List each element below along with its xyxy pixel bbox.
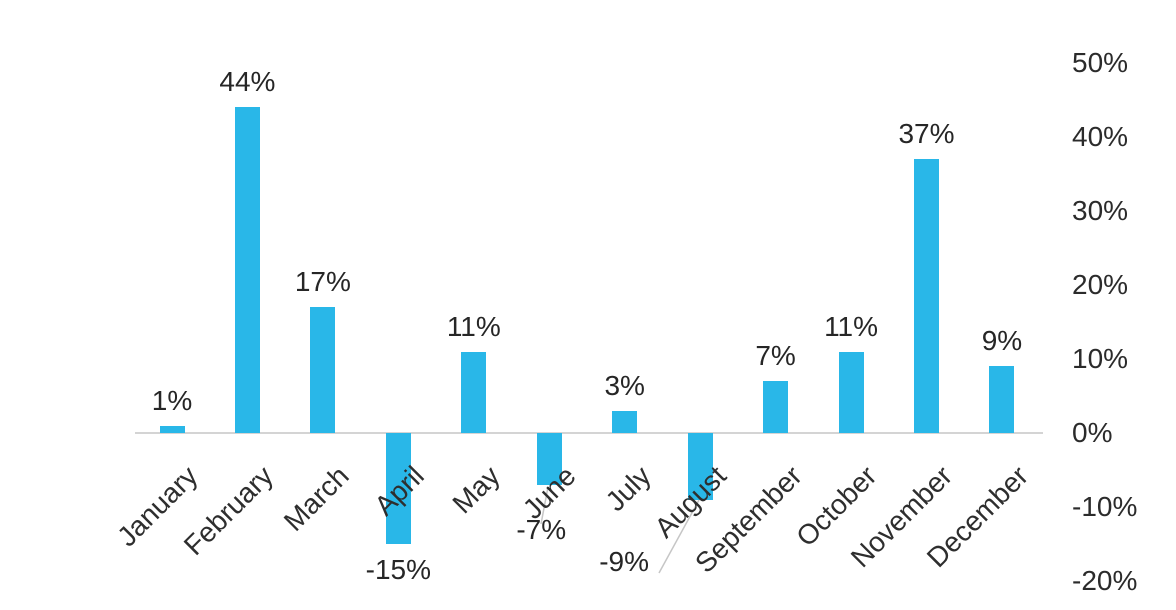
value-label-march: 17% [294,266,351,298]
x-axis-line [135,432,1043,434]
x-tick-may: May [446,460,506,520]
y-tick-40: 40% [1072,121,1129,152]
bar-february [234,107,260,433]
value-label-september: 7% [755,340,796,372]
value-label-october: 11% [824,310,879,342]
bar-january [159,425,185,433]
x-tick-march: March [277,460,355,537]
bar-november [914,159,939,433]
y-tick-30: 30% [1072,195,1129,226]
y-tick-neg10: -10% [1072,491,1138,522]
y-tick-20: 20% [1072,269,1129,300]
value-label-april: -15% [365,554,432,585]
value-label-february: 44% [219,66,276,98]
y-tick-50: 50% [1072,47,1129,78]
value-label-june: -7% [516,513,567,545]
bar-march [310,307,336,433]
bar-april [385,433,411,544]
y-tick-neg20: -20% [1072,565,1138,596]
x-tick-april: April [368,460,431,522]
value-label-july: 3% [604,369,645,401]
y-tick-10: 10% [1072,343,1129,374]
x-tick-july: July [599,460,657,518]
bar-august [687,433,713,500]
bar-october [838,351,864,433]
bar-december [989,366,1015,433]
value-label-august: -9% [599,545,650,577]
value-label-december: 9% [981,325,1023,357]
value-label-may: 11% [446,310,501,342]
bar-june [536,433,562,485]
bar-july [612,410,638,433]
value-label-january: 1% [151,384,193,416]
bar-september [763,381,789,433]
bar-may [461,351,487,433]
y-tick-0: 0% [1072,417,1113,448]
value-label-november: 37% [898,118,955,150]
